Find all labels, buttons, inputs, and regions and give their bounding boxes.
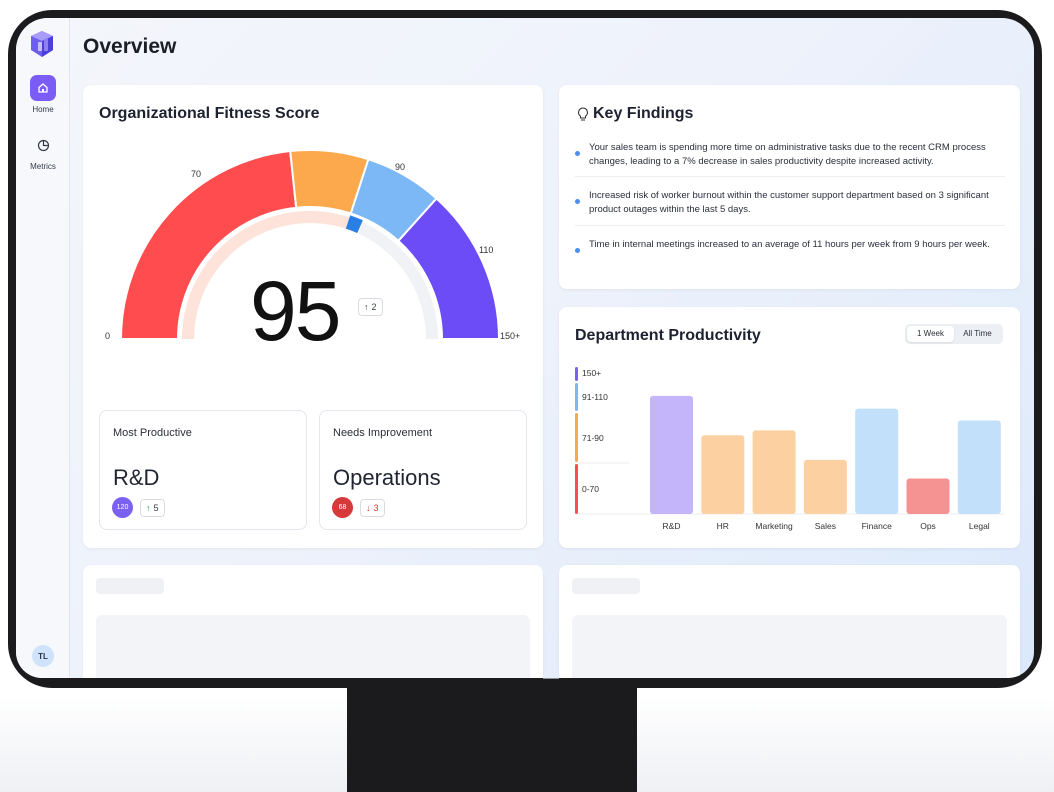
most-productive-card[interactable]: Most Productive R&D 120 ↑ 5 (99, 410, 307, 530)
skeleton-block (96, 615, 530, 678)
legend-band-0 (575, 367, 578, 381)
gauge-tick-90: 90 (395, 162, 406, 172)
legend-band-2 (575, 413, 578, 462)
divider (575, 225, 1005, 226)
key-findings-title: Key Findings (593, 105, 694, 122)
bar-ops (906, 478, 950, 514)
finding-item: Increased risk of worker burnout within … (575, 189, 1005, 217)
legend-label-1: 91-110 (582, 392, 608, 402)
home-icon (30, 75, 56, 101)
monitor-stand (347, 676, 637, 792)
arrow-up-icon: ↑ (146, 503, 151, 513)
bar-marketing (752, 430, 796, 514)
gauge-progress (182, 210, 363, 339)
score-chip: 68 (332, 497, 353, 518)
fitness-score-value: 95 (250, 264, 341, 358)
sidebar-item-metrics[interactable]: Metrics (16, 132, 70, 171)
logo-icon (31, 31, 53, 57)
finding-text: Time in internal meetings increased to a… (589, 239, 990, 250)
bullet-dot (575, 199, 580, 204)
bar-hr (701, 435, 745, 514)
lightbulb-icon (578, 107, 588, 121)
legend-band-3 (575, 464, 578, 514)
most-productive-value: R&D (113, 465, 160, 490)
skeleton-line (96, 578, 164, 594)
gauge-tick-0: 0 (105, 331, 111, 341)
sidebar-item-home[interactable]: Home (16, 75, 70, 114)
fitness-score-card: Organizational Fitness Score 0 70 90 110… (83, 85, 543, 548)
x-tick-label: HR (717, 521, 729, 531)
gauge-band-3 (396, 197, 501, 340)
delta-badge: ↑ 5 (140, 499, 165, 517)
arrow-down-icon: ↓ (366, 503, 371, 513)
x-tick-label: Sales (815, 521, 836, 531)
bar-rd (650, 395, 693, 514)
department-productivity-card: Department Productivity 1 Week All Time … (559, 307, 1020, 548)
bar-finance (855, 408, 899, 514)
key-findings-card: Key Findings Your sales team is spending… (559, 85, 1020, 289)
finding-text: Your sales team is spending more time on… (589, 142, 986, 167)
x-tick-label: Ops (920, 521, 936, 531)
placeholder-card (83, 565, 543, 678)
toggle-1-week[interactable]: 1 Week (907, 326, 954, 342)
x-tick-label: Marketing (755, 521, 793, 531)
needs-improvement-card[interactable]: Needs Improvement Operations 68 ↓ 3 (319, 410, 527, 530)
gauge-tick-70: 70 (191, 169, 202, 179)
gauge-tick-150: 150+ (500, 331, 521, 341)
x-tick-label: R&D (663, 521, 681, 531)
page-title: Overview (83, 35, 177, 58)
needs-improvement-value: Operations (333, 465, 441, 490)
delta-value: 5 (153, 503, 159, 513)
time-range-toggle: 1 Week All Time (905, 324, 1003, 344)
score-delta-badge: ↑ 2 (358, 298, 383, 316)
avatar[interactable]: TL (32, 645, 54, 667)
x-tick-label: Finance (862, 521, 893, 531)
sidebar: Home Metrics TL (16, 18, 70, 678)
sidebar-item-label: Metrics (30, 162, 56, 171)
bar-legal (957, 420, 1001, 514)
placeholder-card (559, 565, 1020, 678)
score-delta-value: 2 (371, 302, 377, 312)
finding-item: Time in internal meetings increased to a… (575, 238, 1005, 253)
divider (575, 176, 1005, 177)
arrow-up-icon: ↑ (364, 302, 369, 312)
bar-sales (803, 459, 847, 514)
sidebar-item-label: Home (32, 105, 54, 114)
most-productive-label: Most Productive (113, 427, 192, 439)
screen: Home Metrics TL Overview Organizational … (16, 18, 1034, 678)
legend-label-3: 0-70 (582, 484, 599, 494)
gauge-value-marker (345, 215, 363, 234)
skeleton-line (572, 578, 640, 594)
legend-band-1 (575, 383, 578, 411)
gauge-tick-110: 110 (479, 245, 494, 255)
delta-badge: ↓ 3 (360, 499, 385, 517)
productivity-title: Department Productivity (575, 327, 761, 344)
fitness-gauge (119, 149, 501, 340)
bullet-dot (575, 248, 580, 253)
bullet-dot (575, 151, 580, 156)
x-tick-label: Legal (969, 521, 990, 531)
productivity-chart: 150+ 91-110 71-90 0-70 R&D HR Marketing Sales Fi… (575, 367, 1005, 531)
skeleton-block (572, 615, 1007, 678)
fitness-card-title: Organizational Fitness Score (99, 105, 320, 122)
toggle-all-time[interactable]: All Time (963, 329, 992, 338)
finding-item: Your sales team is spending more time on… (575, 141, 1005, 169)
delta-value: 3 (373, 503, 379, 513)
legend-label-2: 71-90 (582, 433, 604, 443)
finding-text: Increased risk of worker burnout within … (589, 190, 989, 215)
score-chip: 120 (112, 497, 133, 518)
needs-improvement-label: Needs Improvement (333, 427, 433, 439)
pie-chart-icon (30, 132, 56, 158)
legend-label-0: 150+ (582, 368, 601, 378)
